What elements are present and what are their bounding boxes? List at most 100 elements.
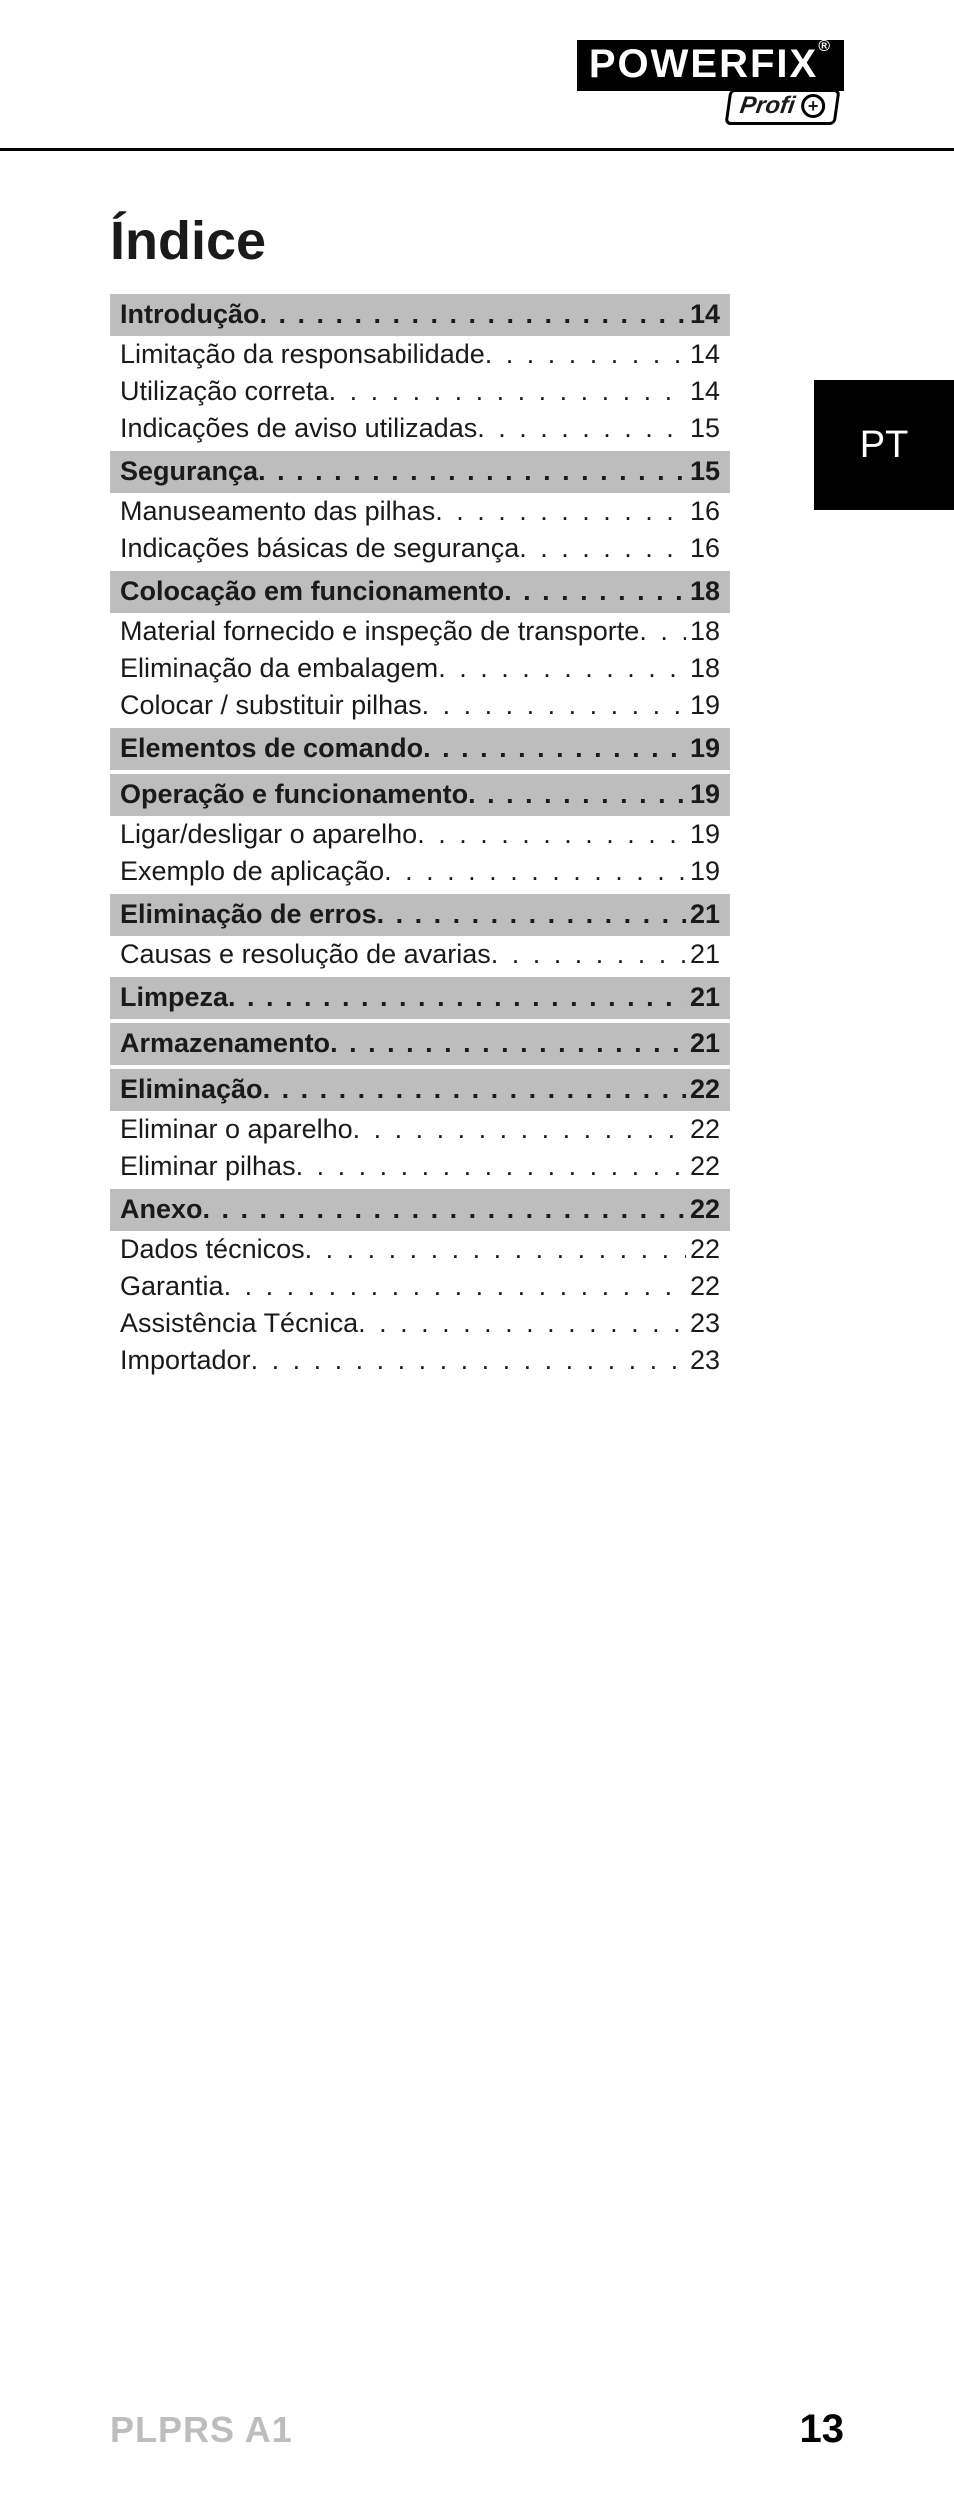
toc-section-row: Introdução . . . . . . . . . . . . . . .…	[110, 294, 730, 336]
toc-leader-dots: . . . . . . . . . . . . . . . . . . . . …	[485, 339, 686, 370]
toc-leader-dots: . . . . . . . . . . . . . . . . . . . . …	[329, 376, 686, 407]
toc-list: Introdução . . . . . . . . . . . . . . .…	[110, 294, 730, 1379]
toc-sub-row: Garantia . . . . . . . . . . . . . . . .…	[110, 1268, 730, 1305]
toc-page: 16	[686, 533, 720, 564]
toc-leader-dots: . . . . . . . . . . . . . . . . . . . . …	[491, 939, 686, 970]
brand-sub: Profi +	[725, 89, 841, 125]
toc-sub-row: Utilização correta . . . . . . . . . . .…	[110, 373, 730, 410]
header-rule	[0, 148, 954, 151]
toc-leader-dots: . . . . . . . . . . . . . . . . . . . . …	[468, 779, 686, 810]
toc-leader-dots: . . . . . . . . . . . . . . . . . . . . …	[377, 899, 686, 930]
toc-label: Utilização correta	[120, 376, 329, 407]
toc-sub-row: Manuseamento das pilhas . . . . . . . . …	[110, 493, 730, 530]
toc-page: 21	[686, 939, 720, 970]
toc-page: 21	[686, 982, 720, 1013]
toc-page: 19	[686, 690, 720, 721]
plus-icon: +	[801, 94, 825, 118]
toc-page: 16	[686, 496, 720, 527]
toc-label: Elementos de comando	[120, 733, 423, 764]
brand-sub-wrap: Profi +	[577, 89, 844, 125]
toc-label: Indicações de aviso utilizadas	[120, 413, 477, 444]
toc-label: Introdução	[120, 299, 260, 330]
toc-leader-dots: . . . . . . . . . . . . . . . . . . . . …	[258, 456, 686, 487]
toc-page: 22	[686, 1271, 720, 1302]
toc-leader-dots: . . . . . . . . . . . . . . . . . . . . …	[422, 690, 686, 721]
toc-label: Eliminação	[120, 1074, 263, 1105]
footer-model: PLPRS A1	[110, 2409, 293, 2451]
toc-sub-row: Ligar/desligar o aparelho . . . . . . . …	[110, 816, 730, 853]
toc-label: Manuseamento das pilhas	[120, 496, 435, 527]
registered-mark: ®	[818, 38, 832, 55]
toc-label: Assistência Técnica	[120, 1308, 358, 1339]
toc-label: Eliminar pilhas	[120, 1151, 296, 1182]
toc-page: 15	[686, 456, 720, 487]
brand-main: POWERFIX®	[577, 40, 844, 91]
toc-leader-dots: . . . . . . . . . . . . . . . . . . . . …	[477, 413, 686, 444]
toc-leader-dots: . . . . . . . . . . . . . . . . . . . . …	[251, 1345, 686, 1376]
toc-section-row: Eliminação . . . . . . . . . . . . . . .…	[110, 1069, 730, 1111]
toc-label: Eliminar o aparelho	[120, 1114, 353, 1145]
toc-leader-dots: . . . . . . . . . . . . . . . . . . . . …	[305, 1234, 686, 1265]
toc-label: Indicações básicas de segurança	[120, 533, 519, 564]
toc-page: 21	[686, 1028, 720, 1059]
toc-section-row: Armazenamento . . . . . . . . . . . . . …	[110, 1023, 730, 1065]
toc-leader-dots: . . . . . . . . . . . . . . . . . . . . …	[423, 733, 686, 764]
toc-label: Causas e resolução de avarias	[120, 939, 491, 970]
toc-label: Limitação da responsabilidade	[120, 339, 485, 370]
toc-label: Importador	[120, 1345, 251, 1376]
toc-label: Garantia	[120, 1271, 224, 1302]
toc-leader-dots: . . . . . . . . . . . . . . . . . . . . …	[353, 1114, 686, 1145]
toc-section-row: Operação e funcionamento . . . . . . . .…	[110, 774, 730, 816]
toc-leader-dots: . . . . . . . . . . . . . . . . . . . . …	[639, 616, 686, 647]
toc-label: Dados técnicos	[120, 1234, 305, 1265]
toc-sub-row: Causas e resolução de avarias . . . . . …	[110, 936, 730, 973]
toc-label: Armazenamento	[120, 1028, 330, 1059]
toc-sub-row: Assistência Técnica . . . . . . . . . . …	[110, 1305, 730, 1342]
language-tab: PT	[814, 380, 954, 510]
toc-section-row: Colocação em funcionamento . . . . . . .…	[110, 571, 730, 613]
toc-sub-row: Colocar / substituir pilhas . . . . . . …	[110, 687, 730, 724]
toc-leader-dots: . . . . . . . . . . . . . . . . . . . . …	[417, 819, 686, 850]
footer-page-number: 13	[800, 2407, 845, 2452]
toc-page: 22	[686, 1194, 720, 1225]
toc-page: 14	[686, 339, 720, 370]
toc-label: Colocação em funcionamento	[120, 576, 504, 607]
toc-page: 23	[686, 1345, 720, 1376]
toc-section-row: Limpeza . . . . . . . . . . . . . . . . …	[110, 977, 730, 1019]
toc-label: Ligar/desligar o aparelho	[120, 819, 417, 850]
toc-title: Índice	[110, 210, 730, 272]
toc-label: Eliminação da embalagem	[120, 653, 438, 684]
toc-page: 22	[686, 1074, 720, 1105]
brand-logo: POWERFIX® Profi +	[577, 40, 844, 125]
toc-section-row: Segurança . . . . . . . . . . . . . . . …	[110, 451, 730, 493]
toc-page: 22	[686, 1151, 720, 1182]
toc-page: 19	[686, 779, 720, 810]
toc-page: 18	[686, 576, 720, 607]
page: POWERFIX® Profi + PT Índice Introdução .…	[0, 0, 954, 2502]
toc-leader-dots: . . . . . . . . . . . . . . . . . . . . …	[203, 1194, 686, 1225]
language-code: PT	[860, 424, 909, 467]
toc-sub-row: Eliminação da embalagem . . . . . . . . …	[110, 650, 730, 687]
toc-leader-dots: . . . . . . . . . . . . . . . . . . . . …	[384, 856, 686, 887]
toc-leader-dots: . . . . . . . . . . . . . . . . . . . . …	[504, 576, 686, 607]
toc-label: Anexo	[120, 1194, 203, 1225]
toc-leader-dots: . . . . . . . . . . . . . . . . . . . . …	[296, 1151, 686, 1182]
brand-main-text: POWERFIX	[589, 42, 818, 86]
toc-sub-row: Indicações de aviso utilizadas . . . . .…	[110, 410, 730, 447]
toc-leader-dots: . . . . . . . . . . . . . . . . . . . . …	[224, 1271, 686, 1302]
toc-label: Eliminação de erros	[120, 899, 377, 930]
page-footer: PLPRS A1 13	[110, 2407, 844, 2452]
brand-sub-text: Profi	[739, 92, 798, 120]
toc-section-row: Elementos de comando . . . . . . . . . .…	[110, 728, 730, 770]
toc-leader-dots: . . . . . . . . . . . . . . . . . . . . …	[435, 496, 686, 527]
toc-page: 19	[686, 733, 720, 764]
toc-leader-dots: . . . . . . . . . . . . . . . . . . . . …	[263, 1074, 686, 1105]
toc-leader-dots: . . . . . . . . . . . . . . . . . . . . …	[358, 1308, 686, 1339]
toc-page: 18	[686, 653, 720, 684]
toc-label: Exemplo de aplicação	[120, 856, 384, 887]
toc-page: 22	[686, 1234, 720, 1265]
toc-section-row: Eliminação de erros . . . . . . . . . . …	[110, 894, 730, 936]
toc-section-row: Anexo . . . . . . . . . . . . . . . . . …	[110, 1189, 730, 1231]
toc-page: 18	[686, 616, 720, 647]
toc-page: 19	[686, 819, 720, 850]
